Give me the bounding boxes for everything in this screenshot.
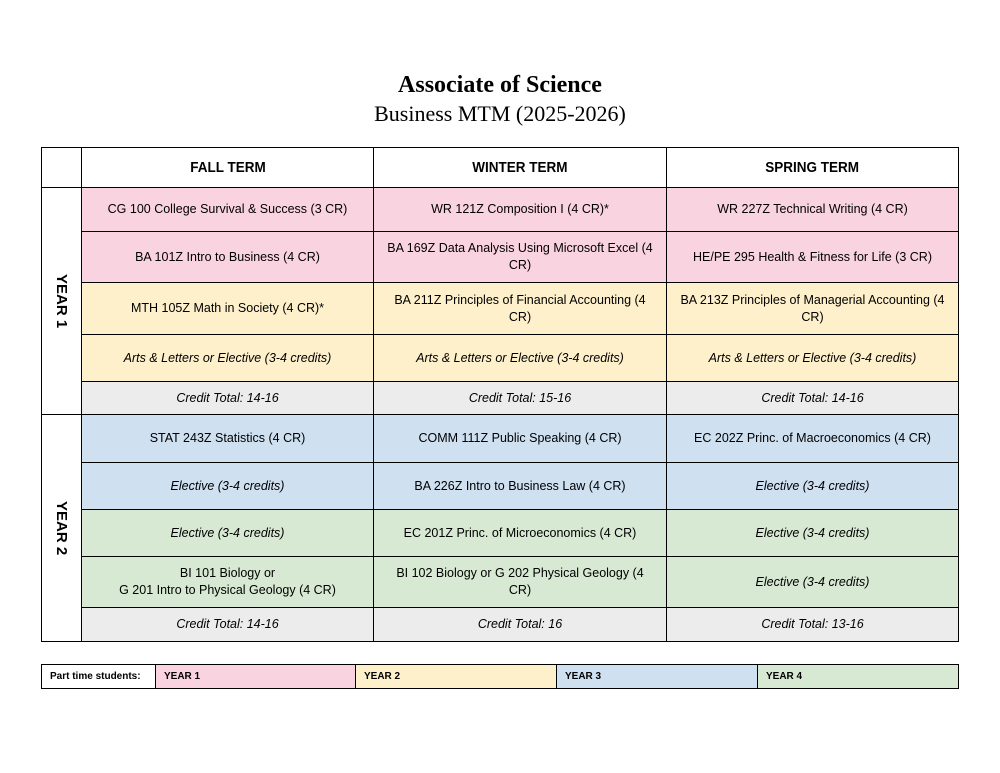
table-cell: Credit Total: 13-16: [666, 607, 959, 642]
table-cell: Arts & Letters or Elective (3-4 credits): [666, 334, 959, 382]
table-cell: WR 121Z Composition I (4 CR)*: [373, 187, 667, 232]
table-cell: Arts & Letters or Elective (3-4 credits): [81, 334, 374, 382]
legend-label: Part time students:: [41, 664, 156, 689]
table-cell: BA 211Z Principles of Financial Accounti…: [373, 282, 667, 335]
table-cell: BI 102 Biology or G 202 Physical Geology…: [373, 556, 667, 608]
table-cell: Elective (3-4 credits): [81, 462, 374, 510]
column-header: WINTER TERM: [373, 147, 667, 188]
legend-item: YEAR 1: [155, 664, 356, 689]
table-cell: HE/PE 295 Health & Fitness for Life (3 C…: [666, 231, 959, 283]
table-cell: Elective (3-4 credits): [666, 509, 959, 557]
table-cell: BA 226Z Intro to Business Law (4 CR): [373, 462, 667, 510]
table-cell: Elective (3-4 credits): [81, 509, 374, 557]
title: Associate of Science: [398, 72, 602, 98]
table-cell: EC 202Z Princ. of Macroeconomics (4 CR): [666, 414, 959, 463]
table-cell: Credit Total: 14-16: [666, 381, 959, 415]
table-cell: BI 101 Biology or G 201 Intro to Physica…: [81, 556, 374, 608]
table-cell: EC 201Z Princ. of Microeconomics (4 CR): [373, 509, 667, 557]
table-cell: Arts & Letters or Elective (3-4 credits): [373, 334, 667, 382]
table-cell: MTH 105Z Math in Society (4 CR)*: [81, 282, 374, 335]
legend-item: YEAR 2: [355, 664, 557, 689]
year-label: YEAR 2: [41, 414, 82, 642]
table-cell: BA 101Z Intro to Business (4 CR): [81, 231, 374, 283]
table-cell: Credit Total: 14-16: [81, 381, 374, 415]
column-header: FALL TERM: [81, 147, 374, 188]
table-cell: COMM 111Z Public Speaking (4 CR): [373, 414, 667, 463]
table-cell: Elective (3-4 credits): [666, 556, 959, 608]
subtitle: Business MTM (2025-2026): [374, 101, 626, 126]
column-header-text: SPRING TERM: [765, 159, 860, 176]
table-cell: Credit Total: 14-16: [81, 607, 374, 642]
column-header-text: WINTER TERM: [472, 159, 568, 176]
corner-cell: [41, 147, 82, 188]
table-cell: WR 227Z Technical Writing (4 CR): [666, 187, 959, 232]
table-cell: CG 100 College Survival & Success (3 CR): [81, 187, 374, 232]
table-cell: BA 169Z Data Analysis Using Microsoft Ex…: [373, 231, 667, 283]
column-header: SPRING TERM: [666, 147, 959, 188]
year-label: YEAR 1: [41, 187, 82, 415]
table-cell: Elective (3-4 credits): [666, 462, 959, 510]
legend-item: YEAR 4: [757, 664, 959, 689]
column-header-text: FALL TERM: [189, 159, 266, 176]
table-cell: Credit Total: 16: [373, 607, 667, 642]
table-cell: STAT 243Z Statistics (4 CR): [81, 414, 374, 463]
legend-item: YEAR 3: [556, 664, 758, 689]
table-cell: Credit Total: 15-16: [373, 381, 667, 415]
table-cell: BA 213Z Principles of Managerial Account…: [666, 282, 959, 335]
